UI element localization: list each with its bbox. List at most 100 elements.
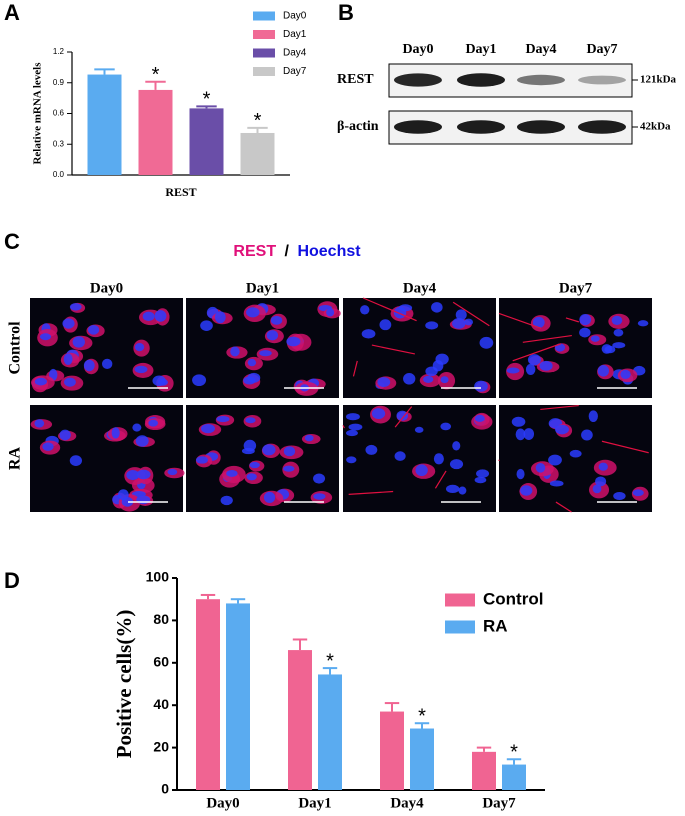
nucleus — [458, 486, 467, 495]
significance: * — [254, 110, 262, 132]
nucleus — [241, 447, 255, 455]
nucleus — [152, 375, 166, 387]
nucleus — [371, 408, 386, 420]
bar — [196, 599, 220, 790]
nucleus — [192, 374, 207, 387]
legend-label: Control — [483, 589, 543, 608]
nucleus — [515, 428, 526, 441]
bar — [380, 711, 404, 790]
neurite — [362, 297, 417, 322]
nucleus — [249, 461, 260, 469]
panel-label: A — [4, 0, 20, 25]
nucleus — [286, 336, 301, 347]
nucleus — [398, 304, 413, 312]
nucleus — [63, 353, 73, 365]
neurite — [452, 301, 490, 327]
nucleus — [247, 358, 257, 367]
neurite — [352, 360, 358, 377]
panel-label: D — [4, 568, 20, 593]
nucleus — [117, 489, 129, 501]
neurite — [522, 334, 572, 343]
nucleus — [69, 455, 83, 467]
nucleus — [365, 444, 378, 455]
nucleus — [226, 469, 238, 477]
neurite — [371, 344, 416, 355]
nucleus — [474, 414, 485, 422]
blot-band — [517, 74, 565, 86]
neurite — [434, 470, 447, 489]
nucleus — [511, 416, 526, 427]
nucleus — [111, 427, 120, 439]
nucleus — [523, 428, 535, 440]
y-tick-label: 0 — [161, 781, 169, 797]
column-label: Day1 — [246, 280, 279, 296]
nucleus — [283, 465, 295, 472]
nucleus — [266, 330, 279, 341]
nucleus — [39, 333, 52, 341]
bar — [87, 74, 122, 175]
neurite — [342, 425, 345, 429]
nucleus — [136, 469, 151, 480]
nucleus — [637, 320, 649, 327]
nucleus — [516, 468, 525, 480]
x-tick-label: REST — [165, 185, 196, 199]
lane-label: Day0 — [402, 42, 433, 57]
nucleus — [313, 473, 326, 484]
nucleus — [604, 345, 616, 354]
nucleus — [196, 456, 208, 464]
x-tick-label: Day1 — [298, 795, 331, 811]
y-tick-label: 20 — [153, 738, 169, 754]
nucleus — [569, 449, 582, 458]
column-label: Day0 — [90, 280, 123, 296]
nucleus — [525, 363, 536, 376]
nucleus — [142, 311, 155, 322]
nucleus — [431, 302, 443, 313]
nucleus — [87, 324, 100, 335]
neurite — [555, 501, 572, 513]
nucleus — [452, 441, 461, 451]
nucleus — [414, 426, 424, 433]
nucleus — [611, 315, 623, 326]
legend-swatch — [253, 67, 275, 76]
nucleus — [304, 434, 314, 442]
nucleus — [360, 305, 370, 315]
legend-swatch — [253, 48, 275, 58]
bar — [410, 728, 434, 790]
nucleus — [588, 410, 598, 423]
nucleus — [69, 303, 82, 311]
nucleus — [613, 492, 626, 500]
nucleus — [230, 346, 240, 357]
nucleus — [134, 342, 145, 352]
nucleus — [167, 468, 178, 476]
nucleus — [403, 373, 416, 385]
nucleus — [598, 462, 608, 471]
nucleus — [64, 377, 76, 387]
protein-label: β-actin — [337, 119, 379, 134]
y-tick-label: 0.9 — [53, 78, 65, 87]
x-tick-label: Day7 — [482, 795, 516, 811]
nucleus — [520, 485, 533, 496]
nucleus — [101, 358, 113, 370]
nucleus — [613, 328, 624, 337]
nucleus — [581, 429, 593, 441]
nucleus — [612, 342, 626, 349]
legend-swatch — [445, 593, 475, 607]
neurite — [498, 312, 542, 329]
nucleus — [425, 366, 438, 377]
significance: * — [510, 742, 518, 764]
nucleus — [579, 327, 591, 338]
x-tick-label: Day0 — [206, 795, 239, 811]
size-label: 121kDa — [640, 74, 677, 86]
nucleus — [201, 423, 215, 434]
y-tick-label: 60 — [153, 654, 169, 670]
neurite — [512, 343, 561, 362]
nucleus — [200, 320, 213, 331]
significance: * — [326, 650, 334, 672]
legend-label: Day7 — [283, 66, 307, 77]
legend-label: Day0 — [283, 11, 307, 22]
nucleus — [148, 419, 158, 427]
neurite — [348, 490, 394, 496]
nucleus — [632, 489, 644, 497]
nucleus — [579, 313, 592, 326]
nucleus — [379, 319, 392, 331]
